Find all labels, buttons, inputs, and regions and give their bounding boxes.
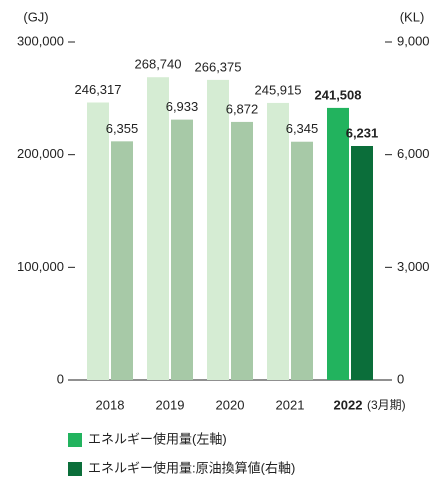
x-tick-label: 2018 <box>96 397 125 412</box>
y2-tick-label: 3,000 <box>397 259 430 274</box>
legend-swatch <box>68 433 82 447</box>
y-unit: (GJ) <box>23 9 48 24</box>
bar <box>87 102 109 380</box>
value-label: 6,231 <box>346 125 379 140</box>
legend-label: エネルギー使用量:原油換算値(右軸) <box>88 460 295 475</box>
value-label: 6,355 <box>106 121 139 136</box>
bar <box>291 141 313 380</box>
legend-swatch <box>68 462 82 476</box>
y-tick-label: 100,000 <box>17 259 64 274</box>
bar <box>231 121 253 381</box>
value-label: 245,915 <box>255 82 302 97</box>
x-tick-label: 2020 <box>216 397 245 412</box>
bar <box>171 119 193 381</box>
value-label: 268,740 <box>135 57 182 72</box>
legend-label: エネルギー使用量(左軸) <box>88 431 227 446</box>
value-label: 266,375 <box>195 59 242 74</box>
value-label: 6,933 <box>166 99 199 114</box>
y-tick-label: 0 <box>57 371 64 386</box>
bar <box>267 102 289 381</box>
value-label: 241,508 <box>315 87 362 102</box>
value-label: 6,345 <box>286 121 319 136</box>
bar <box>327 107 349 380</box>
y2-tick-label: 9,000 <box>397 33 430 48</box>
value-label: 246,317 <box>75 82 122 97</box>
x-tick-label: 2021 <box>276 397 305 412</box>
y2-tick-label: 6,000 <box>397 146 430 161</box>
y-tick-label: 300,000 <box>17 33 64 48</box>
y2-unit: (KL) <box>400 9 425 24</box>
bar <box>351 145 373 380</box>
y2-tick-label: 0 <box>397 371 404 386</box>
value-label: 6,872 <box>226 101 259 116</box>
x-tick-label: 2019 <box>156 397 185 412</box>
category-note: (3月期) <box>367 398 406 412</box>
y-tick-label: 200,000 <box>17 146 64 161</box>
bar <box>207 79 229 381</box>
x-tick-label: 2022 <box>334 397 363 412</box>
bar <box>111 141 133 380</box>
bar <box>147 77 169 380</box>
